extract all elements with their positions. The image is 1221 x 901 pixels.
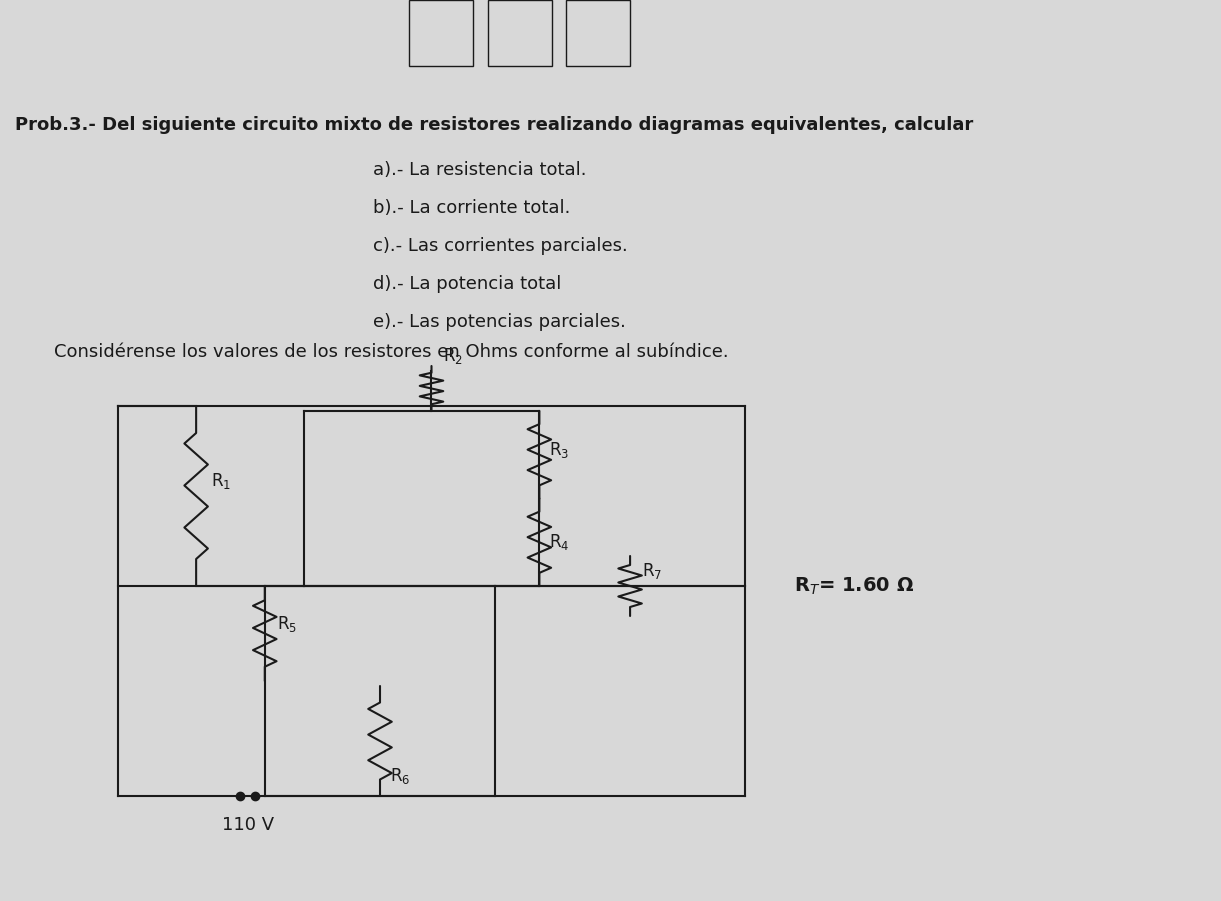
Text: a).- La resistencia total.: a).- La resistencia total. (372, 161, 586, 179)
Text: R$_2$: R$_2$ (443, 346, 463, 366)
Text: d).- La potencia total: d).- La potencia total (372, 275, 560, 293)
Text: R$_4$: R$_4$ (549, 532, 569, 552)
Text: R$_6$: R$_6$ (389, 766, 410, 786)
Text: R$_3$: R$_3$ (549, 440, 569, 460)
Bar (488, 0, 552, 66)
Text: R$_5$: R$_5$ (276, 614, 297, 633)
Text: 110 V: 110 V (221, 816, 274, 834)
Text: Prob.3.- Del siguiente circuito mixto de resistores realizando diagramas equival: Prob.3.- Del siguiente circuito mixto de… (15, 116, 973, 134)
Text: b).- La corriente total.: b).- La corriente total. (372, 199, 570, 217)
Text: e).- Las potencias parciales.: e).- Las potencias parciales. (372, 313, 625, 331)
Text: R$_T$= 1.60 Ω: R$_T$= 1.60 Ω (795, 576, 915, 596)
Text: R$_7$: R$_7$ (642, 561, 662, 581)
Bar (409, 0, 474, 66)
Text: Considérense los valores de los resistores en Ohms conforme al subíndice.: Considérense los valores de los resistor… (54, 343, 729, 361)
Text: c).- Las corrientes parciales.: c).- Las corrientes parciales. (372, 237, 628, 255)
Text: R$_1$: R$_1$ (211, 471, 231, 491)
Bar (567, 0, 630, 66)
